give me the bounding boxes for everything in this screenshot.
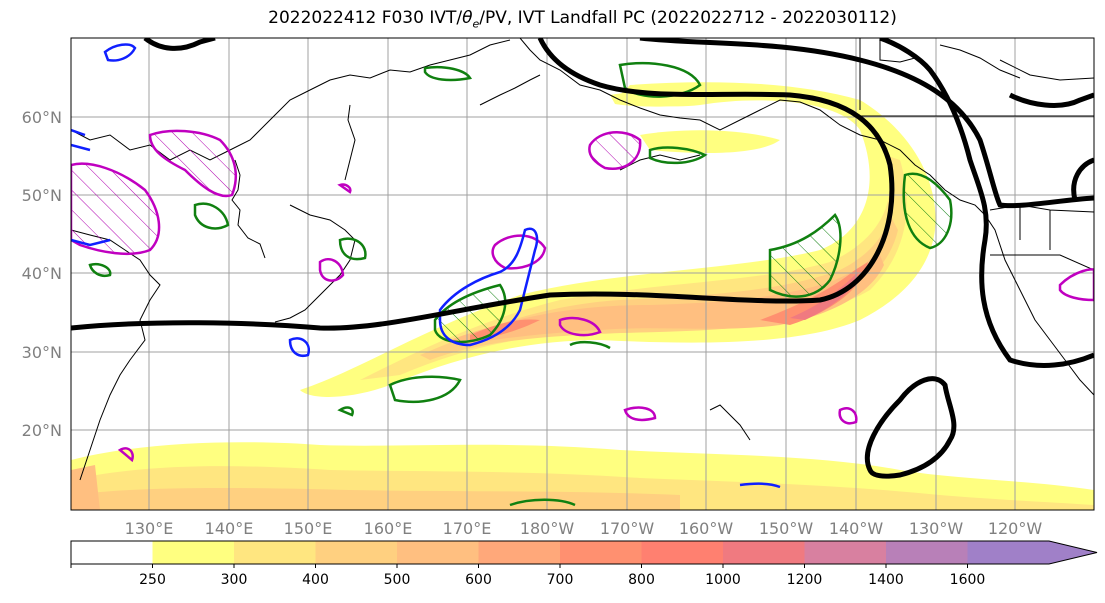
colorbar-tick-label: 300 [221, 572, 248, 588]
pv-contours [71, 129, 1094, 463]
colorbar-tick-label: 1400 [868, 572, 904, 588]
map-frame [70, 37, 1095, 511]
colorbar-cell [234, 541, 316, 564]
colorbar-tick-label: 800 [628, 572, 655, 588]
colorbar-tick-label: 600 [465, 572, 492, 588]
colorbar-tick-label: 700 [547, 572, 574, 588]
lon-label-170e: 170°E [443, 519, 492, 538]
lon-label-150e: 150°E [284, 519, 333, 538]
lon-label-180w: 180°W [520, 519, 575, 538]
map-area [71, 38, 1094, 510]
colorbar-cell [478, 541, 561, 564]
colorbar-cell [397, 541, 479, 564]
longitude-labels: 130°E 140°E 150°E 160°E 170°E 180°W 170°… [125, 519, 1043, 538]
colorbar-tick-label: 250 [139, 572, 166, 588]
colorbar-tick-label: 1600 [950, 572, 986, 588]
lon-label-120w: 120°W [988, 519, 1043, 538]
lon-label-170w: 170°W [600, 519, 655, 538]
colorbar-labels: 250 300 400 500 600 700 800 1000 1200 1400 1600 [70, 564, 986, 588]
colorbar: 250 300 400 500 600 700 800 1000 1200 1400 1600 [70, 540, 1098, 588]
colorbar-cell [804, 541, 887, 564]
lat-label-50: 50°N [22, 186, 62, 205]
theta-e-contours [88, 61, 953, 507]
lon-label-130w: 130°W [909, 519, 964, 538]
colorbar-cell [152, 541, 235, 564]
lon-label-160w: 160°W [679, 519, 734, 538]
colorbar-extension [1049, 541, 1097, 564]
colorbar-tick-label: 1000 [705, 572, 741, 588]
colorbar-tick-label: 400 [302, 572, 329, 588]
lat-label-40: 40°N [22, 264, 62, 283]
colorbar-tick-label: 500 [384, 572, 411, 588]
colorbar-cell [641, 541, 724, 564]
lon-label-160e: 160°E [364, 519, 413, 538]
latitude-labels: 60°N 50°N 40°N 30°N 20°N [22, 108, 62, 440]
lon-label-140e: 140°E [205, 519, 254, 538]
colorbar-cell [723, 541, 805, 564]
lon-label-140w: 140°W [829, 519, 884, 538]
lat-label-30: 30°N [22, 343, 62, 362]
colorbar-outline [70, 540, 1098, 565]
colorbar-cell [886, 541, 968, 564]
lat-label-60: 60°N [22, 108, 62, 127]
colorbar-cells [71, 541, 1097, 564]
colorbar-tick-label: 1200 [787, 572, 823, 588]
colorbar-cell [315, 541, 398, 564]
lat-label-20: 20°N [22, 421, 62, 440]
map-title: 2022022412 F030 IVT/θe/PV, IVT Landfall … [268, 8, 897, 31]
lon-label-150w: 150°W [759, 519, 814, 538]
colorbar-cell [71, 541, 153, 564]
blue-contours [71, 43, 781, 489]
black-contours [71, 38, 1094, 479]
colorbar-cell [967, 541, 1050, 564]
coastlines [71, 38, 1094, 481]
colorbar-cell [560, 541, 642, 564]
lon-label-130e: 130°E [125, 519, 174, 538]
